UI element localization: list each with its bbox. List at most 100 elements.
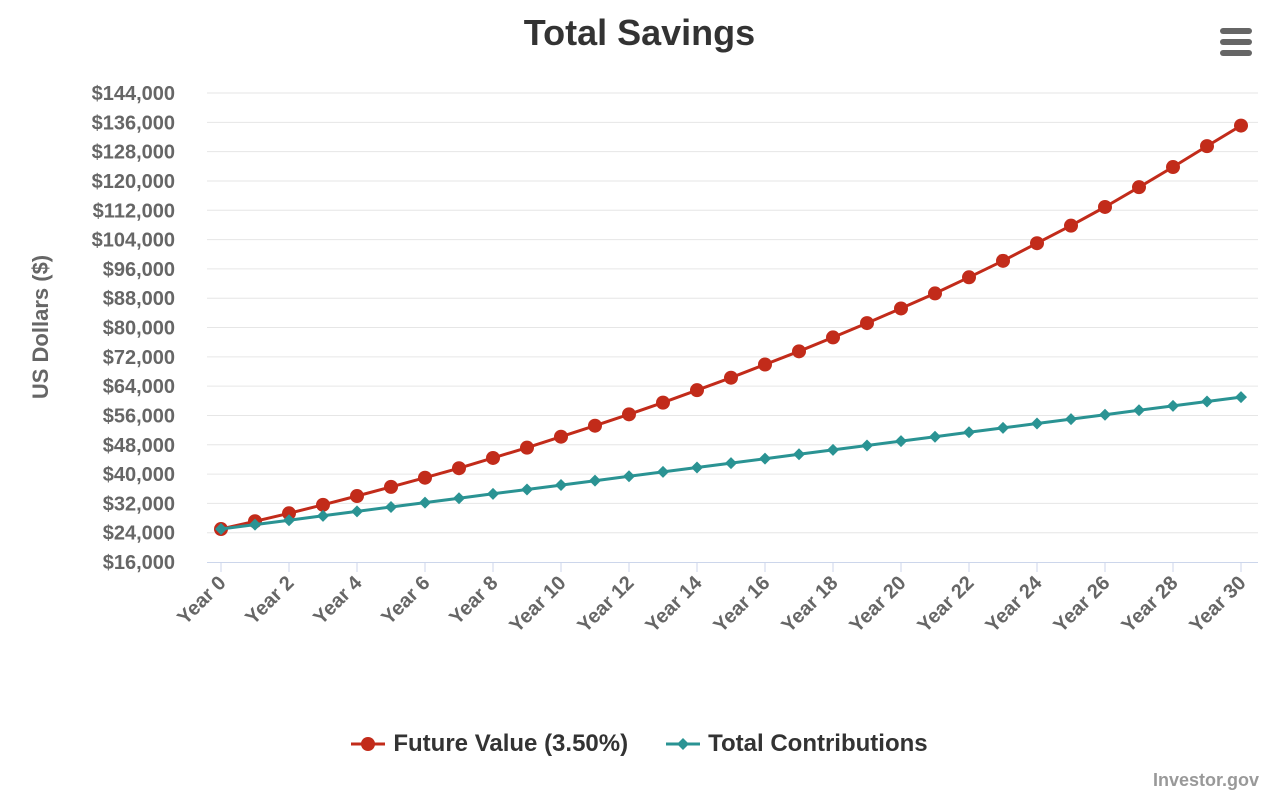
hamburger-menu-icon — [1220, 28, 1252, 34]
y-tick-label: $88,000 — [103, 288, 175, 310]
data-point[interactable] — [725, 457, 737, 470]
data-point[interactable] — [419, 496, 431, 509]
data-point[interactable] — [521, 483, 533, 496]
x-tick-label: Year 26 — [1049, 572, 1114, 637]
legend-circle-icon — [351, 737, 386, 751]
data-point[interactable] — [520, 440, 534, 455]
data-point[interactable] — [656, 395, 670, 410]
data-point[interactable] — [589, 474, 601, 487]
data-point[interactable] — [1065, 413, 1077, 426]
data-point[interactable] — [351, 505, 363, 518]
y-tick-label: $40,000 — [103, 464, 175, 486]
x-tick-label: Year 20 — [845, 572, 910, 637]
y-tick-label: $48,000 — [103, 435, 175, 457]
data-point[interactable] — [1098, 199, 1112, 214]
y-tick-label: $96,000 — [103, 259, 175, 281]
data-point[interactable] — [894, 301, 908, 316]
legend-diamond-icon — [666, 738, 701, 750]
series-layer — [214, 118, 1248, 537]
data-point[interactable] — [792, 344, 806, 359]
legend-item[interactable]: Future Value (3.50%) — [351, 730, 628, 758]
hamburger-menu-icon-bar — [1220, 39, 1252, 45]
data-point[interactable] — [1031, 417, 1043, 430]
chart-menu-button[interactable] — [1216, 24, 1256, 60]
data-point[interactable] — [350, 489, 364, 504]
data-point[interactable] — [249, 518, 261, 531]
data-point[interactable] — [316, 497, 330, 512]
x-tick-label: Year 28 — [1117, 572, 1182, 637]
data-point[interactable] — [1064, 218, 1078, 233]
data-point[interactable] — [384, 479, 398, 494]
x-tick-label: Year 10 — [505, 572, 570, 637]
data-point[interactable] — [690, 383, 704, 398]
data-point[interactable] — [724, 370, 738, 385]
data-point[interactable] — [1200, 139, 1214, 154]
legend-label: Future Value (3.50%) — [393, 730, 629, 757]
data-point[interactable] — [691, 461, 703, 474]
data-point[interactable] — [554, 429, 568, 444]
y-axis-title: US Dollars ($) — [28, 255, 53, 399]
data-point[interactable] — [283, 514, 295, 527]
credit-link[interactable]: Investor.gov — [1152, 770, 1259, 790]
y-tick-label: $80,000 — [103, 318, 175, 340]
data-point[interactable] — [282, 506, 296, 521]
data-point[interactable] — [793, 448, 805, 461]
y-tick-label: $144,000 — [92, 83, 175, 105]
data-point[interactable] — [418, 470, 432, 485]
x-tick-label: Year 22 — [913, 572, 978, 637]
x-tick-label: Year 8 — [445, 572, 502, 629]
data-point[interactable] — [962, 270, 976, 285]
y-axis-ticks: $16,000 $24,000 $32,000 $40,000 $48,000 $56,0… — [92, 83, 175, 574]
data-point[interactable] — [1030, 236, 1044, 251]
data-point[interactable] — [555, 479, 567, 492]
data-point[interactable] — [997, 421, 1009, 434]
data-point[interactable] — [453, 492, 465, 505]
data-point[interactable] — [215, 523, 227, 536]
data-point[interactable] — [623, 470, 635, 483]
data-point[interactable] — [827, 443, 839, 456]
data-point[interactable] — [1133, 404, 1145, 417]
y-tick-label: $24,000 — [103, 523, 175, 545]
data-point[interactable] — [486, 450, 500, 465]
data-point[interactable] — [928, 286, 942, 301]
data-point[interactable] — [622, 407, 636, 422]
data-point[interactable] — [758, 357, 772, 372]
data-point[interactable] — [1201, 395, 1213, 408]
y-tick-label: $72,000 — [103, 347, 175, 369]
data-point[interactable] — [1167, 399, 1179, 412]
legend-label: Total Contributions — [708, 730, 928, 757]
data-point[interactable] — [826, 330, 840, 345]
data-point[interactable] — [895, 435, 907, 448]
data-point[interactable] — [452, 461, 466, 476]
data-point[interactable] — [860, 316, 874, 331]
x-axis: Year 0 Year 2 Year 4 Year 6 Year 8 Year 10 Yea… — [173, 562, 1258, 637]
y-tick-label: $64,000 — [103, 376, 175, 398]
data-point[interactable] — [861, 439, 873, 452]
legend-item[interactable]: Total Contributions — [666, 730, 928, 758]
y-tick-label: $56,000 — [103, 405, 175, 427]
data-point[interactable] — [1234, 118, 1248, 133]
data-point[interactable] — [588, 418, 602, 433]
x-tick-label: Year 18 — [777, 572, 842, 637]
x-tick-label: Year 14 — [641, 571, 707, 637]
x-tick-label: Year 0 — [173, 572, 230, 629]
data-point[interactable] — [759, 452, 771, 465]
data-point[interactable] — [1099, 408, 1111, 421]
y-tick-label: $136,000 — [92, 112, 175, 134]
data-point[interactable] — [385, 501, 397, 514]
data-point[interactable] — [487, 487, 499, 500]
data-point[interactable] — [963, 426, 975, 439]
data-point[interactable] — [996, 253, 1010, 268]
data-point[interactable] — [929, 430, 941, 443]
x-tick-label: Year 12 — [573, 572, 638, 637]
x-tick-label: Year 4 — [309, 571, 367, 629]
x-tick-label: Year 2 — [241, 572, 298, 629]
data-point[interactable] — [657, 465, 669, 478]
data-point[interactable] — [1132, 180, 1146, 195]
data-point[interactable] — [317, 509, 329, 522]
x-tick-label: Year 6 — [377, 572, 434, 629]
data-point[interactable] — [1166, 160, 1180, 175]
grid-lines — [207, 92, 1258, 534]
data-point[interactable] — [1235, 391, 1247, 404]
y-tick-label: $16,000 — [103, 552, 175, 574]
